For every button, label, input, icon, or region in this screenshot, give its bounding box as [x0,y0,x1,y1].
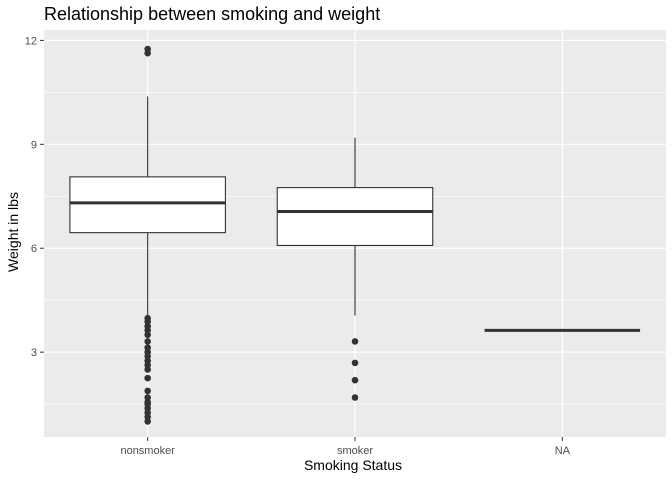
outlier-point [351,376,359,384]
outlier-point [144,49,151,57]
plot-group: 3 6 9 12 nonsmoker smoker NA [25,30,666,457]
outlier-point [351,359,359,367]
box-body [69,176,226,234]
box-smoker [276,137,434,401]
box-nonsmoker [69,45,226,425]
box-body [276,187,434,247]
outlier-point [351,394,359,401]
y-tick-label: 12 [25,35,37,47]
outlier-point [144,374,151,382]
outlier-point [144,338,151,345]
x-tick-label: nonsmoker [120,445,175,457]
outlier-point [144,387,151,395]
chart-title: Relationship between smoking and weight [44,4,380,24]
x-tick-label: NA [555,445,571,457]
outlier-point [144,331,151,339]
y-axis-title: Weight in lbs [5,192,21,272]
y-tick-label: 9 [31,139,37,151]
x-axis-title: Smoking Status [304,457,402,473]
y-tick-label: 6 [31,243,37,255]
y-tick-label: 3 [31,347,37,359]
outlier-point [351,338,359,345]
outlier-point [144,418,151,425]
outlier-point [144,366,151,373]
x-tick-label: smoker [337,445,373,457]
